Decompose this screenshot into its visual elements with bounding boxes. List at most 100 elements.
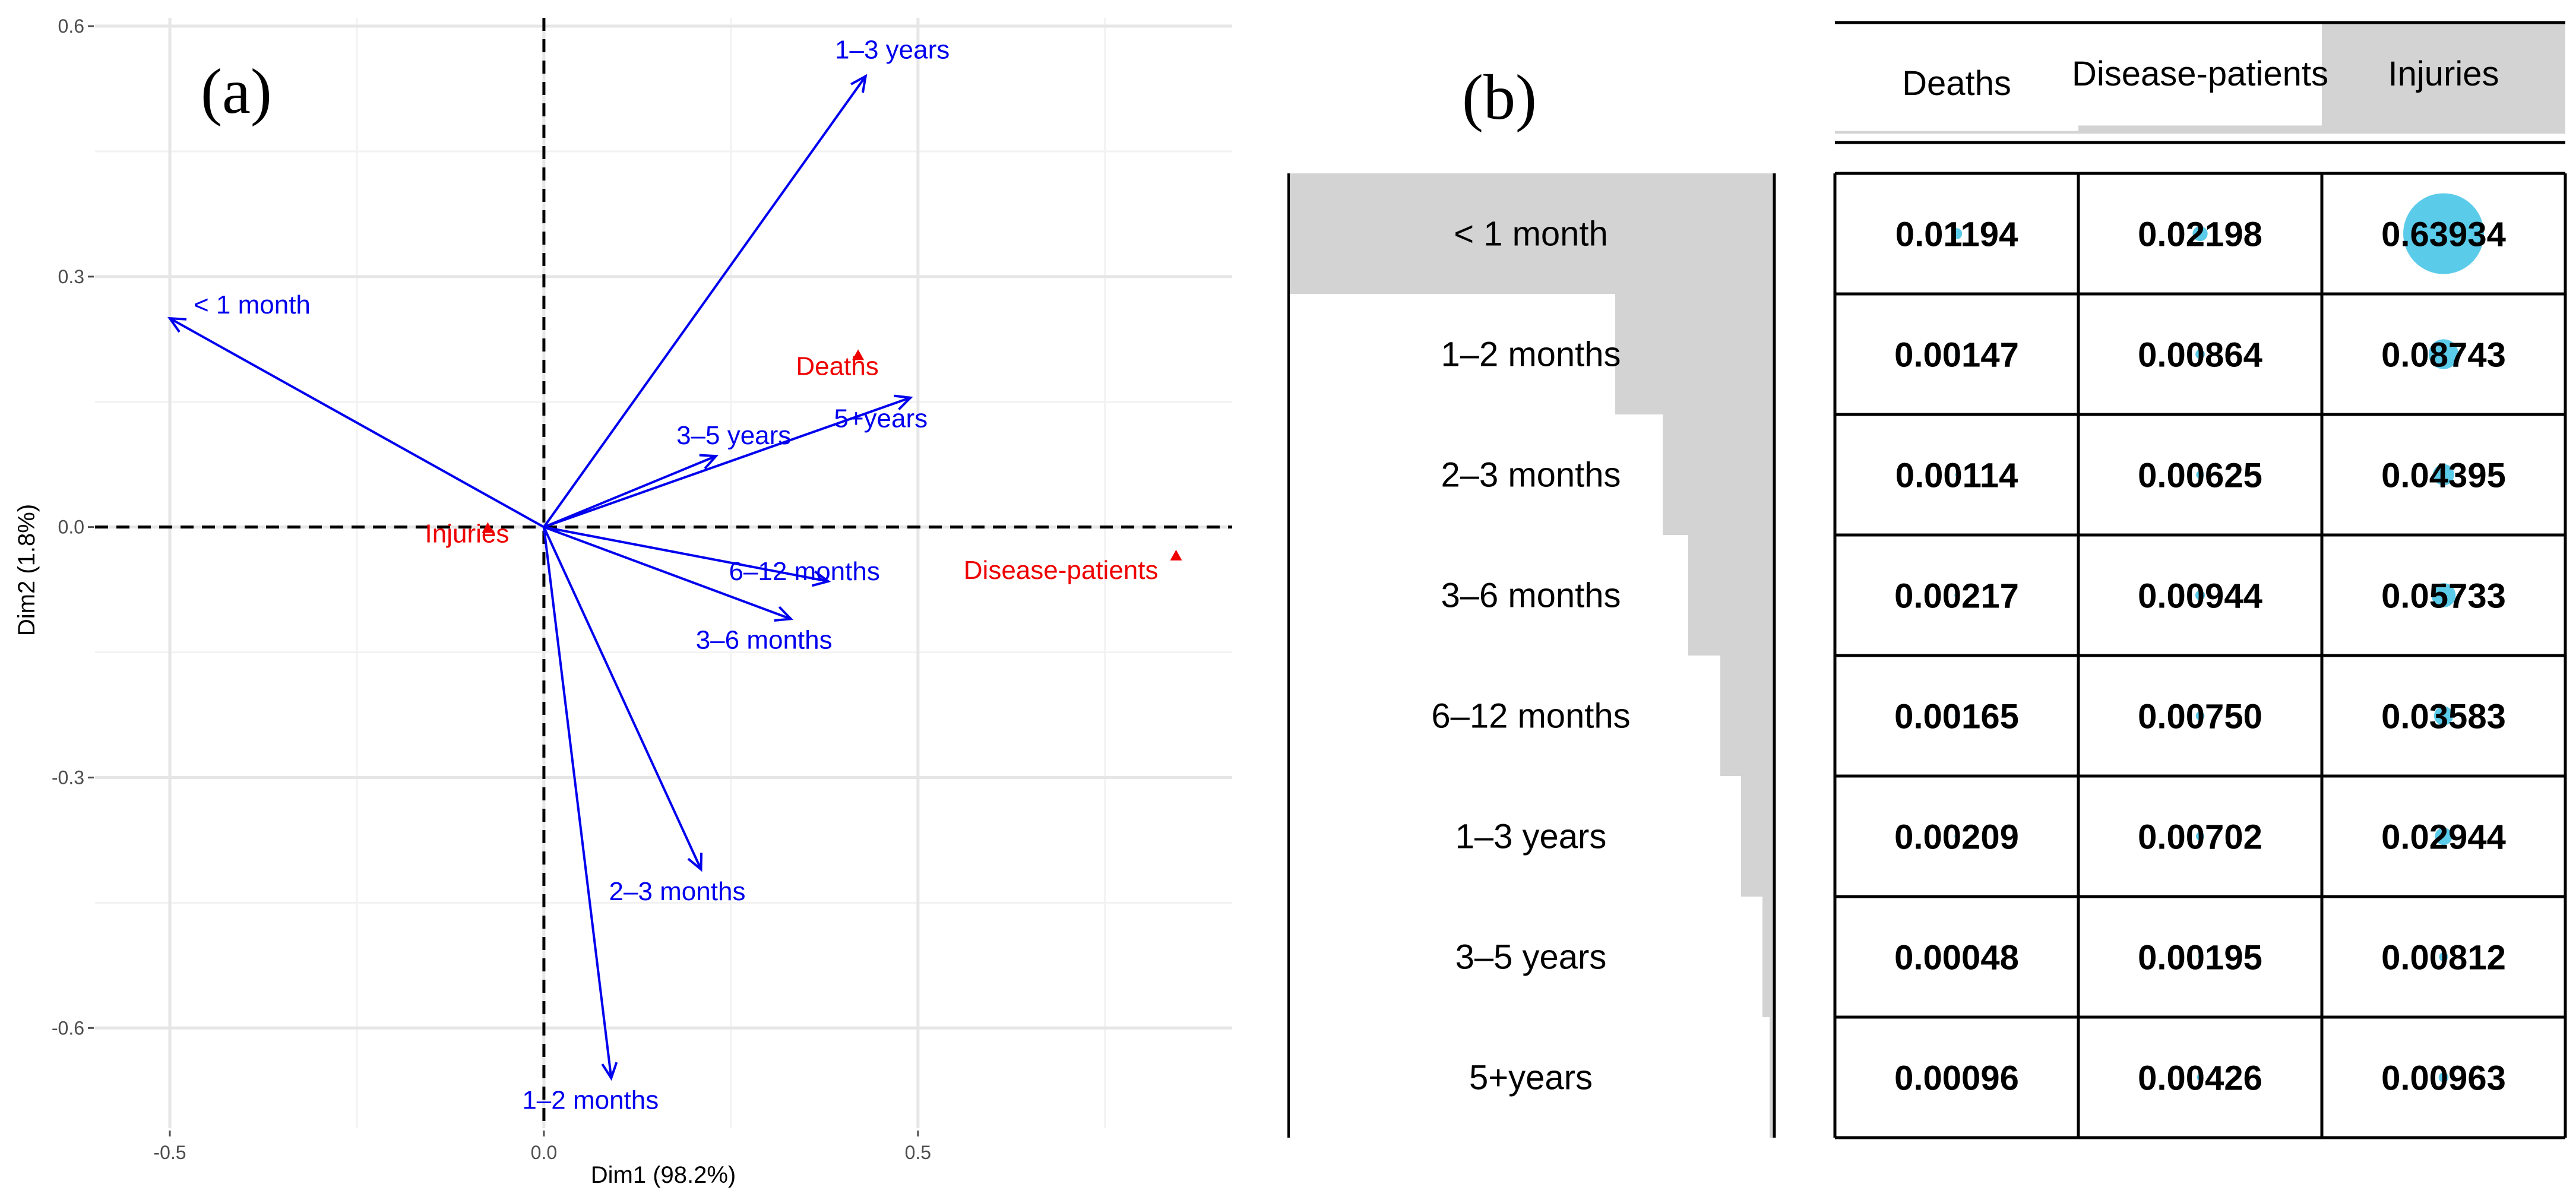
col-margin-bar bbox=[2322, 24, 2565, 134]
cell-value: 0.02198 bbox=[2138, 216, 2262, 254]
row-label: 3–6 months bbox=[1441, 577, 1621, 615]
arrow-label: 5+years bbox=[834, 404, 928, 433]
balloon bbox=[1951, 228, 1963, 239]
column-labels: Deaths Disease-patients Injuries bbox=[1902, 55, 2499, 103]
row-labels: < 1 month 1–2 months 2–3 months 3–6 months 6… bbox=[1431, 215, 1630, 1097]
column-label: Injuries bbox=[2388, 55, 2499, 93]
point-label: Deaths bbox=[796, 352, 878, 381]
cell-value: 0.00209 bbox=[1894, 818, 2019, 857]
cell-value: 0.02944 bbox=[2381, 818, 2506, 857]
x-axis-title: Dim1 (98.2%) bbox=[591, 1162, 736, 1188]
arrow-layer: < 1 month 1–2 months 2–3 months 3–6 months 6… bbox=[167, 35, 950, 1115]
balloon bbox=[2198, 954, 2202, 960]
x-tick-label: 0.5 bbox=[905, 1142, 931, 1163]
category-point bbox=[852, 349, 865, 360]
reference-lines bbox=[95, 18, 1232, 1128]
balloon bbox=[2196, 470, 2204, 479]
cell-value: 0.00217 bbox=[1894, 577, 2019, 616]
arrow-head bbox=[894, 394, 913, 411]
balloon bbox=[2195, 711, 2205, 720]
arrow-label: < 1 month bbox=[194, 290, 311, 319]
balloon bbox=[2433, 464, 2454, 486]
row-margin-bar bbox=[1289, 173, 1774, 294]
row-margin-placeholder bbox=[1289, 776, 1307, 897]
arrow-label: 2–3 months bbox=[609, 877, 746, 906]
row-margin-bar bbox=[1615, 294, 1774, 414]
cell-value: 0.00625 bbox=[2138, 457, 2262, 495]
cell-value: 0.05733 bbox=[2381, 577, 2506, 616]
arrow-head bbox=[850, 74, 868, 93]
cell-value: 0.63934 bbox=[2381, 216, 2506, 254]
cell-value: 0.00426 bbox=[2138, 1059, 2262, 1098]
balloon bbox=[2428, 339, 2459, 369]
row-margin-bar bbox=[1770, 1017, 1774, 1138]
margin-bars bbox=[1289, 24, 2565, 1138]
arrow-line bbox=[543, 525, 792, 620]
balloon-panel: (b) < 1 month 1–2 months 2–3 months 3–6 mon… bbox=[1287, 21, 2567, 1139]
arrow-line bbox=[543, 525, 829, 583]
balloon bbox=[2195, 349, 2205, 359]
y-tick-label: -0.6 bbox=[52, 1017, 84, 1038]
balloon bbox=[2431, 583, 2456, 607]
y-tick-label: 0.6 bbox=[58, 15, 84, 37]
col-margin-bar bbox=[1835, 131, 2078, 134]
balloon bbox=[2438, 1072, 2449, 1082]
point-label: Disease-patients bbox=[964, 556, 1159, 585]
balloon bbox=[2435, 827, 2452, 846]
point-label: Injuries bbox=[425, 519, 509, 548]
row-label: 3–5 years bbox=[1455, 938, 1607, 977]
panel-label-a: (a) bbox=[201, 56, 272, 127]
arrow-line bbox=[543, 455, 717, 528]
balloon bbox=[2403, 193, 2484, 274]
row-margin-placeholder bbox=[1289, 656, 1310, 776]
column-label: Deaths bbox=[1902, 64, 2011, 103]
arrow-label: 3–6 months bbox=[696, 625, 833, 654]
cell-value: 0.00963 bbox=[2381, 1059, 2506, 1098]
cell-value: 0.00165 bbox=[1894, 698, 2019, 736]
table-cells: 0.01194 0.02198 0.63934 0.00147 0.00864 0.087… bbox=[1894, 193, 2506, 1098]
balloon bbox=[1954, 834, 1959, 839]
cell-value: 0.00944 bbox=[2138, 577, 2262, 616]
cell-value: 0.00195 bbox=[2138, 939, 2262, 977]
row-label: < 1 month bbox=[1454, 215, 1608, 254]
col-margin-bar bbox=[2078, 125, 2322, 134]
arrow-line bbox=[542, 527, 613, 1078]
y-tick-label: 0.0 bbox=[58, 517, 84, 538]
row-margin-placeholder bbox=[1289, 414, 1314, 535]
row-margin-bar bbox=[1663, 414, 1774, 535]
category-point bbox=[1170, 549, 1182, 561]
point-layer: Deaths Injuries Disease-patients bbox=[425, 349, 1182, 585]
row-label: 2–3 months bbox=[1441, 456, 1621, 495]
cell-value: 0.00864 bbox=[2138, 336, 2262, 375]
x-tick-label: -0.5 bbox=[153, 1142, 186, 1163]
balloon bbox=[2433, 706, 2454, 726]
cell-value: 0.03583 bbox=[2381, 698, 2506, 736]
cell-value: 0.04395 bbox=[2381, 457, 2506, 495]
row-margin-bar bbox=[1688, 535, 1774, 656]
balloon bbox=[2439, 952, 2448, 962]
y-tick-label: 0.3 bbox=[58, 266, 84, 287]
row-label: 5+years bbox=[1469, 1059, 1593, 1097]
balloon bbox=[1955, 955, 1958, 958]
row-margin-placeholder bbox=[1289, 535, 1322, 656]
cell-value: 0.00702 bbox=[2138, 818, 2262, 857]
cell-value: 0.00114 bbox=[1895, 457, 2018, 495]
cell-value: 0.01194 bbox=[1895, 216, 2018, 254]
cell-value: 0.00048 bbox=[1894, 939, 2019, 977]
cell-value: 0.00147 bbox=[1894, 336, 2019, 375]
cell-value: 0.00096 bbox=[1894, 1059, 2019, 1098]
balloon bbox=[2197, 1074, 2204, 1081]
panel-label-b: (b) bbox=[1462, 62, 1537, 133]
arrow-line bbox=[543, 396, 911, 528]
y-axis-title: Dim2 (1.8%) bbox=[14, 504, 40, 636]
x-tick-label: 0.0 bbox=[531, 1142, 557, 1163]
biplot-panel: -0.5 0.0 0.5 -0.6 -0.3 0.0 0.3 0.6 < 1 month 1–2… bbox=[14, 15, 1232, 1188]
balloon bbox=[1954, 714, 1959, 718]
balloon bbox=[1955, 1075, 1958, 1079]
arrow-line bbox=[543, 526, 702, 870]
cell-value: 0.08743 bbox=[2381, 336, 2506, 375]
arrow-head bbox=[774, 606, 793, 622]
row-margin-placeholder bbox=[1289, 294, 1336, 414]
balloon bbox=[2195, 590, 2205, 600]
